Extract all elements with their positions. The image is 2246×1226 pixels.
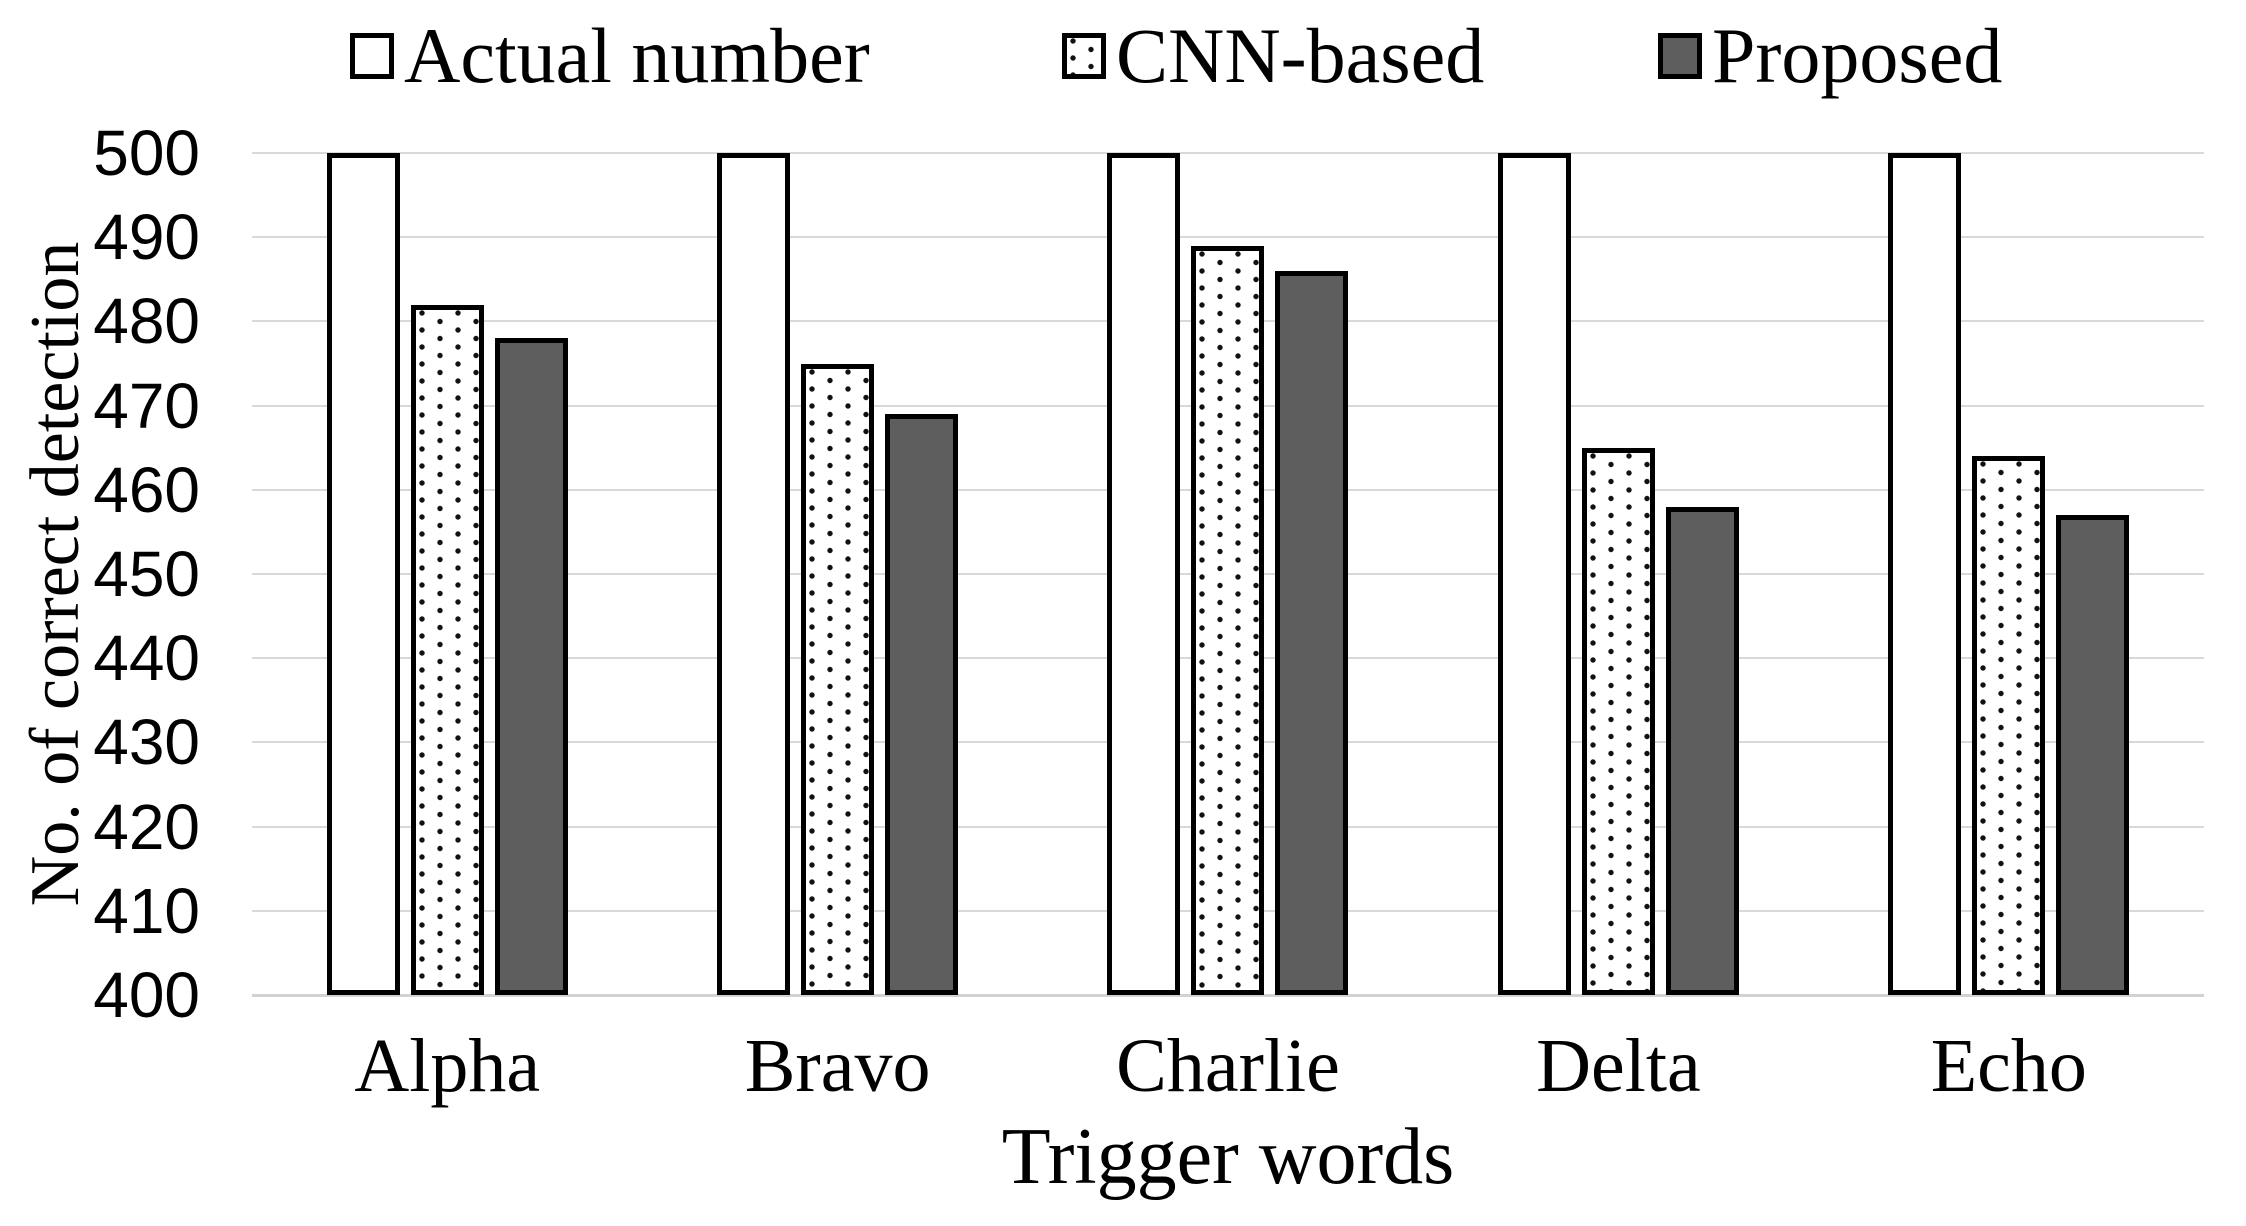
legend-swatch-gray-icon <box>1658 33 1702 79</box>
legend-swatch-dotted-icon <box>1062 33 1106 79</box>
bar-group-bravo <box>642 153 1032 995</box>
y-tick-label-400: 400 <box>93 959 200 1031</box>
category-label-charlie: Charlie <box>1116 1024 1340 1108</box>
bar-proposed-alpha <box>494 338 568 995</box>
y-tick-label-430: 430 <box>93 706 200 779</box>
legend-item-proposed: Proposed <box>1658 14 2002 98</box>
gridline-400 <box>252 994 2204 997</box>
bar-actual-number-echo <box>1888 153 1962 995</box>
gridline-490 <box>252 236 2204 239</box>
legend-label: CNN-based <box>1116 12 1485 99</box>
bar-group-delta <box>1423 153 1813 995</box>
bar-proposed-charlie <box>1275 270 1349 995</box>
y-tick-label-410: 410 <box>93 874 200 947</box>
bar-cnn-based-alpha <box>410 304 484 995</box>
bar-group-echo <box>1814 153 2204 995</box>
bar-actual-number-alpha <box>326 153 400 995</box>
bar-cnn-based-charlie <box>1191 245 1265 995</box>
legend-label: Proposed <box>1712 12 2003 99</box>
legend-item-cnn-based: CNN-based <box>1062 14 1484 98</box>
bar-cnn-based-bravo <box>801 363 875 995</box>
category-label-bravo: Bravo <box>744 1024 931 1108</box>
bar-actual-number-bravo <box>717 153 791 995</box>
y-tick-label-480: 480 <box>93 285 200 358</box>
bar-proposed-delta <box>1665 506 1739 995</box>
y-tick-label-470: 470 <box>93 369 200 442</box>
bar-proposed-bravo <box>885 414 959 995</box>
y-tick-label-420: 420 <box>93 790 200 863</box>
legend-item-actual-number: Actual number <box>350 14 870 98</box>
bar-cnn-based-echo <box>1972 456 2046 995</box>
y-tick-label-490: 490 <box>93 201 200 274</box>
x-axis-title: Trigger words <box>1001 1113 1455 1201</box>
legend-swatch-white-icon <box>350 33 394 79</box>
y-tick-label-460: 460 <box>93 453 200 526</box>
y-tick-label-450: 450 <box>93 538 200 610</box>
bar-actual-number-charlie <box>1107 153 1181 995</box>
bar-proposed-echo <box>2056 515 2130 995</box>
category-label-alpha: Alpha <box>354 1024 541 1108</box>
category-label-echo: Echo <box>1930 1024 2087 1108</box>
y-tick-label-440: 440 <box>93 622 200 695</box>
bar-group-alpha <box>252 153 642 995</box>
category-label-delta: Delta <box>1536 1024 1701 1108</box>
y-tick-label-500: 500 <box>93 117 200 189</box>
gridline-500 <box>252 152 2204 154</box>
legend-label: Actual number <box>404 12 870 99</box>
bar-actual-number-delta <box>1497 153 1571 995</box>
bar-group-charlie <box>1033 153 1423 995</box>
plot-area <box>252 152 2204 997</box>
bar-cnn-based-delta <box>1581 447 1655 995</box>
